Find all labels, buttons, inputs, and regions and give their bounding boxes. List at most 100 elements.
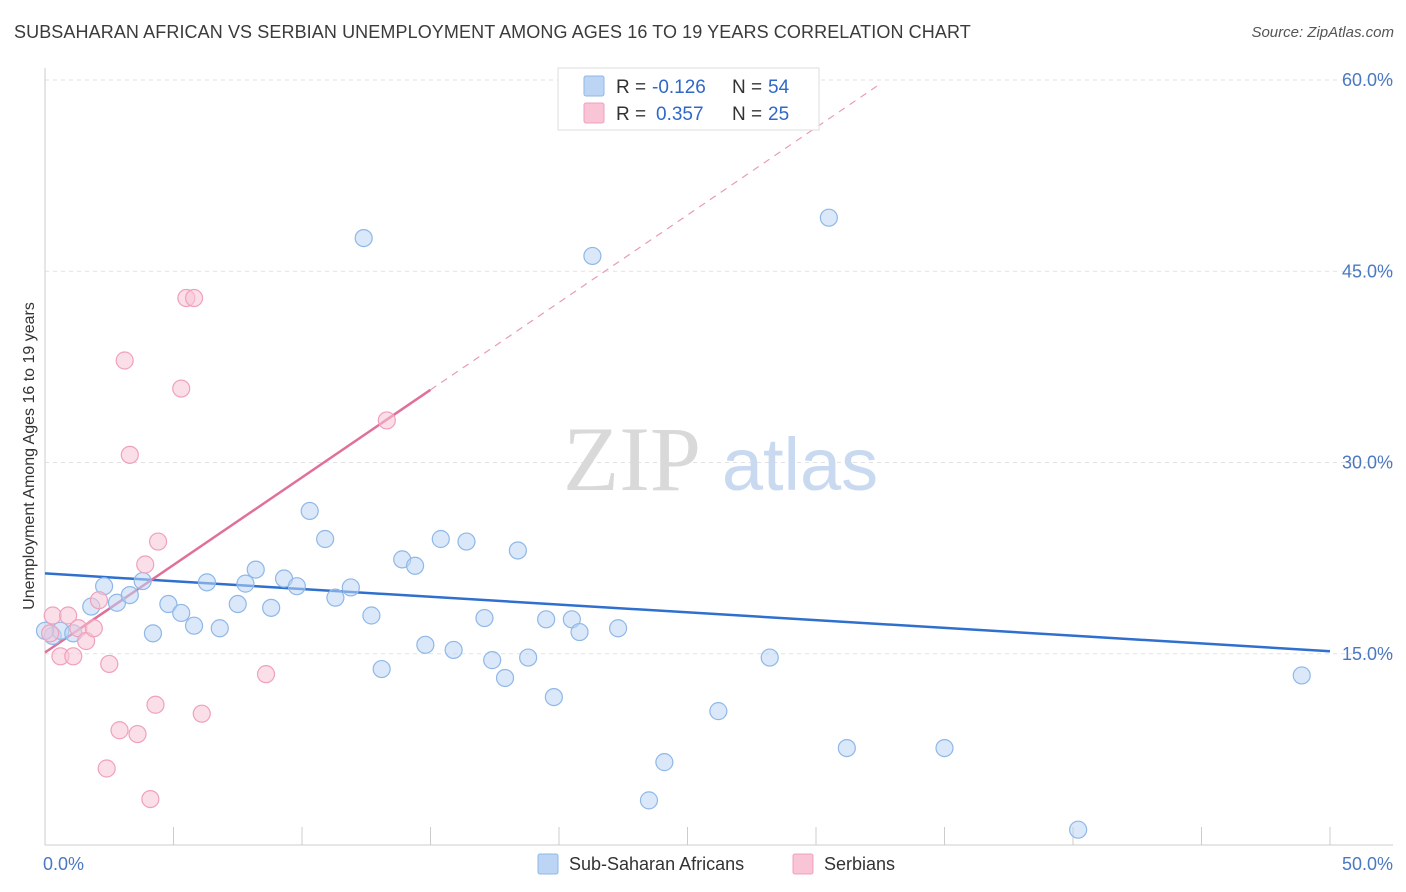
point-subsaharan	[519, 648, 538, 667]
x-tick-label: 50.0%	[1342, 854, 1393, 874]
point-subsaharan	[326, 588, 345, 607]
data-points	[35, 208, 1311, 839]
point-subsaharan	[544, 687, 563, 707]
series-legend-swatch-subsaharan	[537, 853, 559, 875]
tick-labels: 15.0% 30.0% 45.0% 60.0% 0.0% 50.0%	[43, 70, 1393, 874]
y-tick-label: 45.0%	[1342, 261, 1393, 281]
point-serbian	[59, 606, 78, 625]
series-legend-swatch-serbian	[792, 853, 814, 875]
chart-title: SUBSAHARAN AFRICAN VS SERBIAN UNEMPLOYME…	[14, 22, 971, 42]
y-tick-label: 30.0%	[1342, 453, 1393, 473]
point-subsaharan	[570, 622, 589, 642]
watermark: ZIP atlas	[563, 408, 878, 510]
point-subsaharan	[341, 578, 360, 597]
trendlines	[44, 83, 1331, 654]
point-serbian	[84, 619, 103, 638]
point-serbian	[172, 379, 191, 398]
point-serbian	[97, 759, 116, 778]
point-subsaharan	[475, 608, 494, 628]
series-legend-label-subsaharan: Sub-Saharan Africans	[569, 854, 744, 874]
point-subsaharan	[416, 635, 435, 654]
point-subsaharan	[1292, 666, 1311, 685]
series-legend: Sub-Saharan Africans Serbians	[537, 853, 895, 875]
point-subsaharan	[362, 606, 381, 625]
point-serbian	[146, 695, 165, 714]
axes	[44, 68, 1393, 846]
legend-r-label-serbian: R =	[616, 104, 646, 125]
legend-r-label-subsaharan: R =	[616, 77, 646, 98]
legend-n-label-serbian: N =	[732, 104, 762, 125]
y-tick-label: 60.0%	[1342, 70, 1393, 90]
point-subsaharan	[639, 791, 659, 810]
point-subsaharan	[583, 246, 602, 266]
trendline-subsaharan	[44, 572, 1331, 653]
point-subsaharan	[184, 616, 204, 635]
point-serbian	[377, 411, 396, 430]
point-subsaharan	[405, 556, 425, 575]
y-axis-label: Unemployment Among Ages 16 to 19 years	[21, 302, 38, 610]
point-subsaharan	[837, 738, 856, 758]
point-serbian	[110, 721, 129, 740]
point-subsaharan	[262, 598, 281, 617]
point-subsaharan	[819, 208, 838, 227]
watermark-zip: ZIP	[563, 408, 701, 510]
point-subsaharan	[354, 229, 373, 248]
legend-r-value-subsaharan: -0.126	[652, 77, 706, 98]
legend-n-value-subsaharan: 54	[768, 77, 790, 98]
point-serbian	[192, 704, 211, 723]
point-serbian	[184, 288, 204, 308]
point-subsaharan	[508, 541, 527, 560]
point-subsaharan	[495, 668, 515, 688]
point-subsaharan	[300, 501, 319, 521]
point-serbian	[41, 624, 60, 643]
legend-r-value-serbian: 0.357	[656, 104, 704, 125]
legend-n-label-subsaharan: N =	[732, 77, 762, 98]
point-subsaharan	[457, 532, 476, 551]
point-serbian	[64, 647, 83, 666]
point-subsaharan	[935, 738, 954, 758]
point-subsaharan	[287, 577, 306, 596]
point-subsaharan	[159, 594, 178, 614]
watermark-atlas: atlas	[722, 423, 878, 506]
point-subsaharan	[709, 702, 728, 721]
point-serbian	[43, 606, 62, 625]
point-subsaharan	[246, 560, 265, 579]
point-serbian	[136, 555, 155, 574]
point-subsaharan	[609, 619, 628, 638]
point-subsaharan	[444, 640, 463, 660]
legend-swatch-subsaharan	[583, 75, 605, 97]
point-subsaharan	[316, 529, 335, 549]
x-tick-label: 0.0%	[43, 854, 84, 874]
point-subsaharan	[537, 610, 556, 629]
source-label: Source: ZipAtlas.com	[1251, 24, 1394, 41]
point-serbian	[89, 591, 109, 610]
point-subsaharan	[372, 659, 391, 679]
series-legend-label-serbian: Serbians	[824, 854, 895, 874]
point-serbian	[141, 789, 160, 809]
point-subsaharan	[197, 573, 217, 592]
point-serbian	[128, 724, 147, 744]
y-tick-label: 15.0%	[1342, 644, 1393, 664]
trendline-serbian	[44, 388, 432, 654]
point-serbian	[256, 665, 276, 684]
point-subsaharan	[431, 529, 450, 549]
point-subsaharan	[133, 571, 152, 591]
point-serbian	[100, 654, 119, 674]
point-subsaharan	[236, 574, 255, 593]
point-subsaharan	[655, 753, 674, 772]
point-serbian	[115, 351, 134, 370]
point-serbian	[120, 445, 139, 464]
point-serbian	[148, 532, 168, 551]
point-subsaharan	[210, 619, 229, 638]
point-subsaharan	[1069, 820, 1088, 839]
grid-lines	[45, 79, 1393, 655]
legend-n-value-serbian: 25	[768, 104, 789, 125]
stats-legend: R = -0.126 N = 54 R = 0.357 N = 25	[557, 67, 820, 131]
point-subsaharan	[120, 585, 139, 605]
point-subsaharan	[228, 594, 247, 614]
legend-swatch-serbian	[583, 102, 605, 124]
point-subsaharan	[483, 651, 502, 670]
point-subsaharan	[760, 648, 779, 667]
point-subsaharan	[172, 603, 191, 623]
